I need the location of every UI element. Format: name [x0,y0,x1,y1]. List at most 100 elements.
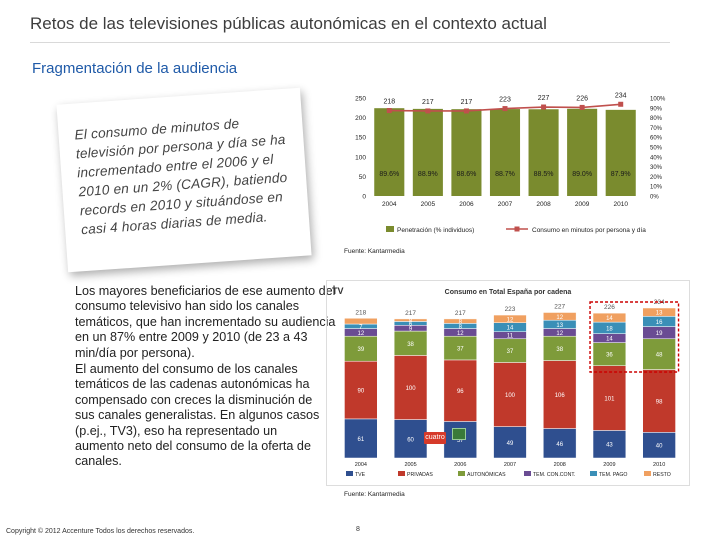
total-label: 217 [455,310,466,317]
consumption-point [463,108,469,114]
chart2-frame [326,280,690,486]
penetration-bar [528,109,559,196]
quote-text: El consumo de minutos de televisión por … [74,116,288,238]
legend-swatch [346,471,353,476]
total-label: 226 [604,304,615,311]
y-right-tick: 30% [650,165,663,171]
legend-label: PRIVADAS [407,472,433,478]
x-tick-label: 2009 [575,201,590,208]
segment-value-label: 37 [507,349,514,355]
line-value-label: 226 [576,95,588,102]
legend-label-penetration: Penetración (% individuos) [397,227,474,234]
y-right-tick: 10% [650,185,663,191]
stacked-segment [344,418,378,459]
total-label: 218 [355,309,366,316]
bar-value-label: 89.6% [379,171,399,178]
line-value-label: 223 [499,97,511,104]
y-left-tick: 0 [362,194,366,201]
penetration-consumption-chart: 250 200 150 100 50 0 100% 90% 80% 70% 60% 50% 40% 30%… [355,92,666,234]
line-value-label: 234 [615,92,627,99]
total-label: 227 [554,303,565,310]
section-subtitle: Fragmentación de la audiencia [32,60,238,77]
legend-label: TEM. CON.CONT. [533,472,575,478]
legend-swatch [458,471,465,476]
x-tick-label: 2005 [404,462,416,468]
legend-swatch [590,471,597,476]
segment-value-label: 38 [556,347,563,353]
segment-value-label: 101 [604,397,615,403]
segment-value-label: 8 [459,324,463,330]
segment-value-label: 49 [507,441,514,447]
x-tick-label: 2008 [554,462,566,468]
segment-value-label: 36 [606,353,613,359]
x-tick-label: 2009 [603,462,615,468]
page-number: 8 [356,526,360,533]
cuatro-logo: cuatro [424,432,446,444]
segment-value-label: 6 [409,322,413,328]
consumption-point [541,104,547,110]
y-right-tick: 70% [650,126,663,132]
segment-value-label: 12 [358,331,365,337]
line-value-label: 217 [461,99,473,106]
y-right-tick: 90% [650,106,663,112]
penetration-bar [451,109,482,196]
segment-value-label: 18 [606,326,613,332]
chart-title: Consumo en Total España por cadena [445,289,572,296]
stacked-segment [493,426,527,459]
segment-value-label: 12 [507,317,514,323]
segment-value-label: 11 [507,334,514,340]
stacked-segment [543,312,577,321]
y-left-tick: 200 [355,115,366,122]
stacked-segment [642,307,676,317]
segment-value-label: 106 [555,393,566,399]
total-label: 217 [405,310,416,317]
segment-value-label: 14 [606,337,613,343]
y-right-tick: 60% [650,136,663,142]
legend-label-consumption: Consumo en minutos por persona y día [532,227,646,234]
legend-label: TVE [355,472,366,478]
segment-value-label: 90 [358,389,365,395]
segment-value-label: 12 [556,315,563,321]
consumption-point [425,108,431,114]
consumption-point [386,108,392,114]
y-right-tick: 50% [650,146,663,152]
segment-value-label: 8 [459,320,463,326]
consumption-point [618,101,624,107]
total-label: 223 [505,306,516,313]
stacked-segment [642,338,676,370]
segment-value-label: 7 [359,325,363,331]
segment-value-label: 9 [409,327,413,333]
stacked-segment [493,362,527,427]
legend-label: TEM. PAGO [599,472,627,478]
line-value-label: 217 [422,99,434,106]
title-divider [30,42,670,43]
y-right-tick: 40% [650,155,663,161]
segment-value-label: 13 [656,311,663,317]
stacked-segment [543,360,577,429]
stacked-segment [592,365,627,431]
segment-value-label: 14 [606,316,613,322]
copyright-notice: Copyright © 2012 Accenture Todos los der… [6,528,195,535]
chart2-source: Fuente: Kantarmedia [344,491,405,498]
stacked-segment [592,312,627,323]
legend-swatch [398,471,405,476]
segment-value-label: 12 [556,331,563,337]
penetration-bar [412,108,443,196]
channel-logo-icon [452,428,466,440]
segment-value-label: 40 [656,444,663,450]
segment-value-label: 19 [656,331,663,337]
segment-value-label: 100 [505,393,516,399]
channel-consumption-chart: TV Consumo en Total España por cadena 61 90… [332,286,680,478]
quote-card: El consumo de minutos de televisión por … [56,87,312,273]
penetration-bar [605,109,636,196]
stacked-segment [543,428,577,459]
y-left-tick: 150 [355,135,366,142]
segment-value-label: 100 [406,386,417,392]
stacked-segment [393,330,428,356]
segment-value-label: 12 [457,331,464,337]
segment-value-label: 98 [656,399,663,405]
x-tick-label: 2010 [653,462,665,468]
penetration-bar [374,108,405,196]
x-tick-label: 2010 [613,201,628,208]
y-left-tick: 50 [359,174,367,181]
